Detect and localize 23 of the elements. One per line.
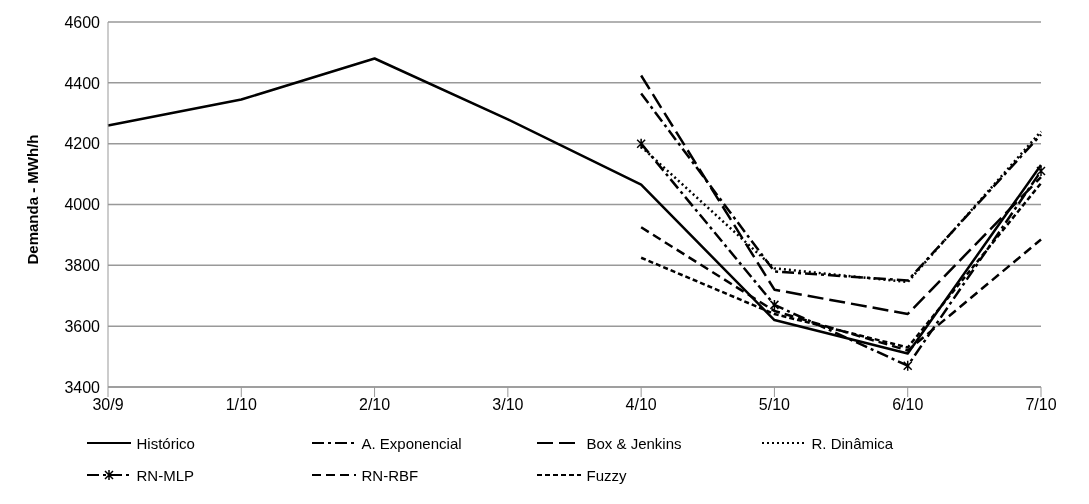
- legend-label: RN-RBF: [361, 466, 419, 484]
- y-tick-label: 3400: [64, 378, 101, 396]
- y-tick-label: 4000: [64, 196, 101, 214]
- legend-label: Fuzzy: [586, 466, 627, 484]
- y-axis-title: Demanda - MWh/h: [24, 134, 42, 265]
- x-tick-label: 3/10: [492, 396, 524, 414]
- x-tick-label: 6/10: [892, 396, 924, 414]
- x-tick-label: 2/10: [359, 396, 391, 414]
- y-tick-label: 3800: [64, 257, 101, 275]
- y-tick-label: 3600: [64, 317, 101, 335]
- x-tick-label: 4/10: [625, 396, 657, 414]
- y-tick-label: 4600: [64, 13, 101, 31]
- legend-label: R. Dinâmica: [811, 434, 894, 452]
- x-tick-label: 1/10: [225, 396, 257, 414]
- legend-label: Histórico: [136, 434, 195, 452]
- y-tick-label: 4200: [64, 135, 101, 153]
- legend-label: RN-MLP: [136, 466, 195, 484]
- legend-label: Box & Jenkins: [586, 434, 682, 452]
- x-tick-label: 30/9: [92, 396, 124, 414]
- x-tick-label: 7/10: [1025, 396, 1057, 414]
- y-tick-label: 4400: [64, 74, 101, 92]
- x-tick-label: 5/10: [758, 396, 791, 414]
- legend-label: A. Exponencial: [361, 434, 462, 452]
